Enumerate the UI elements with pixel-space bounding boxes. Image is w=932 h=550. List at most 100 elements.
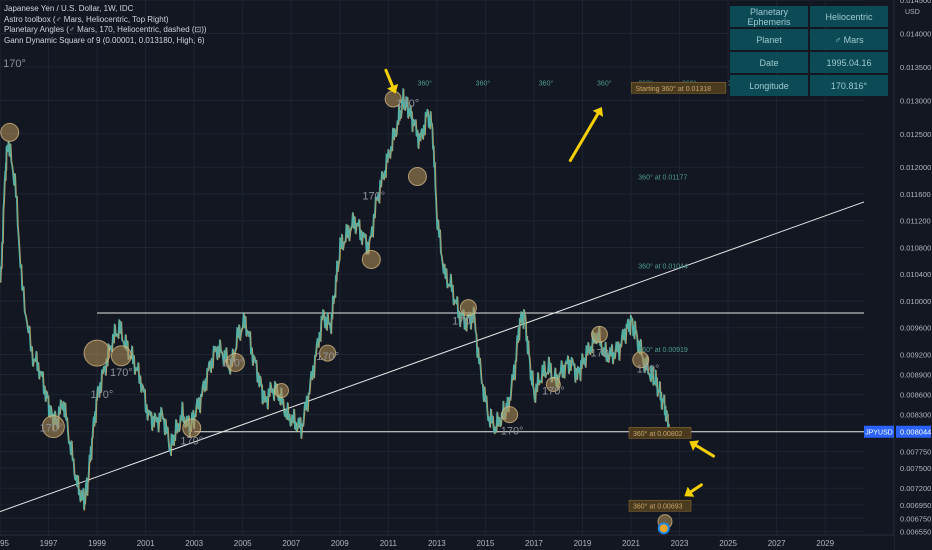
gann-level-label: 360° bbox=[539, 79, 554, 87]
table-row: Planetary Ephemeris Heliocentric bbox=[730, 6, 888, 27]
angle-labels: 170° 170° 170° 170° 170° 170° 170° 170° 170° 170°… bbox=[3, 58, 743, 512]
level-box bbox=[631, 81, 727, 94]
planet-marker bbox=[182, 418, 202, 438]
y-tick-label: 0.007500 bbox=[900, 464, 931, 473]
y-tick-label: 0.014000 bbox=[900, 29, 931, 38]
arrow-head bbox=[689, 440, 700, 451]
planet-marker bbox=[0, 122, 20, 142]
planet-marker bbox=[225, 352, 245, 372]
y-tick-label: 0.010400 bbox=[900, 270, 931, 279]
horizontal-lines bbox=[0, 201, 865, 513]
y-tick-label: 0.011600 bbox=[900, 190, 931, 199]
planet-marker bbox=[361, 249, 381, 269]
y-tick-label: 0.008300 bbox=[900, 411, 931, 420]
planet-marker bbox=[319, 344, 337, 362]
angle-label: 170° bbox=[3, 58, 26, 70]
level-box-label: 360° at 0.00802 bbox=[633, 430, 683, 438]
x-tick-label: 2015 bbox=[476, 539, 494, 548]
last-price-label: 0.008044 bbox=[900, 428, 931, 437]
symbol-label: JPYUSD bbox=[865, 430, 893, 437]
level-box-label: 360° at 0.00693 bbox=[633, 503, 683, 511]
y-tick-label: 0.010800 bbox=[900, 243, 931, 252]
table-row: Planet ♂ Mars bbox=[730, 29, 888, 50]
x-tick-label: 2011 bbox=[380, 539, 398, 548]
arrow-shaft bbox=[568, 112, 600, 162]
y-tick-label: 0.006550 bbox=[900, 528, 931, 537]
x-tick-label: 2001 bbox=[137, 539, 155, 548]
table-cell: ♂ Mars bbox=[810, 29, 888, 50]
price-line-shadow bbox=[0, 88, 670, 511]
legend-astro-toolbox: Astro toolbox (♂ Mars, Heliocentric, Top… bbox=[4, 14, 169, 24]
price-series bbox=[0, 88, 670, 511]
last-price-tag bbox=[896, 425, 931, 438]
x-tick-label: 2029 bbox=[816, 539, 834, 548]
arrow-head bbox=[592, 107, 603, 117]
x-tick-label: 2021 bbox=[622, 539, 640, 548]
y-tick-label: 0.006750 bbox=[900, 514, 931, 523]
ephemeris-table: Planetary Ephemeris Heliocentric Planet … bbox=[728, 4, 890, 98]
legend-planetary-angles: Planetary Angles (♂ Mars, 170, Heliocent… bbox=[4, 25, 207, 34]
chart-legend: Japanese Yen / U.S. Dollar, 1W, IDC Astr… bbox=[4, 4, 207, 46]
table-cell: Planetary Ephemeris bbox=[730, 6, 808, 27]
angle-label: 170° bbox=[396, 98, 419, 110]
y-tick-label: 0.013000 bbox=[900, 96, 931, 105]
level-box bbox=[628, 499, 692, 512]
planet-icon bbox=[657, 522, 670, 535]
gann-level-label: 360° at 0.00919 bbox=[638, 346, 688, 354]
table-cell: Longitude bbox=[730, 75, 808, 96]
gann-level-label: 360° bbox=[417, 79, 432, 87]
planet-marker bbox=[407, 167, 427, 187]
planet-marker bbox=[83, 339, 111, 367]
angle-label: 170° bbox=[91, 389, 114, 401]
x-tick-label: 2005 bbox=[234, 539, 252, 548]
angle-label: 170° bbox=[591, 347, 614, 359]
x-tick-label: 2025 bbox=[719, 539, 737, 548]
x-axis: 1995 1997 1999 2001 2003 2005 2007 2009 2011 2013… bbox=[0, 534, 894, 550]
x-tick-label: 2027 bbox=[768, 539, 786, 548]
gann-level-label: 360° at 0.01177 bbox=[638, 174, 687, 182]
y-tick-label: 0.009600 bbox=[900, 324, 931, 333]
symbol-tag bbox=[864, 425, 894, 438]
x-tick-label: 2019 bbox=[574, 539, 592, 548]
planet-marker bbox=[110, 345, 132, 367]
angle-label: 170° bbox=[180, 436, 203, 448]
x-tick-label: 1997 bbox=[40, 539, 58, 548]
planet-marker bbox=[632, 351, 650, 369]
planet-marker bbox=[459, 299, 477, 317]
planet-marker bbox=[590, 325, 608, 343]
arrow-head bbox=[684, 486, 695, 497]
angle-label: 170° bbox=[40, 422, 63, 434]
y-tick-label: 0.007750 bbox=[900, 447, 931, 456]
y-tick-label: 0.006950 bbox=[900, 501, 931, 510]
angle-label: 170° bbox=[637, 363, 660, 375]
table-row: Longitude 170.816° bbox=[730, 75, 888, 96]
legend-title: Japanese Yen / U.S. Dollar, 1W, IDC bbox=[4, 4, 134, 13]
planet-markers bbox=[0, 90, 673, 535]
x-axis-background bbox=[0, 535, 894, 550]
table-cell: Heliocentric bbox=[810, 6, 888, 27]
gann-level-label: 360° bbox=[597, 79, 612, 87]
gann-level-label: 360° bbox=[476, 79, 491, 87]
table-cell: Planet bbox=[730, 29, 808, 50]
planet-marker bbox=[545, 377, 561, 393]
arrow-shaft bbox=[689, 483, 703, 494]
angle-label: 170° bbox=[452, 315, 475, 327]
table-row: Date 1995.04.16 bbox=[730, 52, 888, 73]
table-cell: 1995.04.16 bbox=[810, 52, 888, 73]
angle-label: 170° bbox=[501, 426, 524, 438]
y-tick-label: 0.008900 bbox=[900, 371, 931, 380]
planet-marker bbox=[41, 415, 65, 439]
legend-gann-square: Gann Dynamic Square of 9 (0.00001, 0.013… bbox=[4, 35, 205, 45]
x-tick-label: 2003 bbox=[185, 539, 203, 548]
planet-marker bbox=[274, 383, 290, 399]
currency-label: USD bbox=[905, 9, 920, 16]
x-tick-label: 2007 bbox=[282, 539, 300, 548]
planet-marker bbox=[501, 406, 519, 424]
y-tick-label: 0.014500 bbox=[900, 0, 931, 5]
x-tick-label: 1995 bbox=[0, 539, 9, 548]
y-tick-label: 0.013500 bbox=[900, 63, 931, 72]
x-tick-label: 1999 bbox=[88, 539, 106, 548]
y-tick-label: 0.008600 bbox=[900, 391, 931, 400]
level-box bbox=[628, 427, 692, 439]
y-tick-label: 0.009200 bbox=[900, 350, 931, 359]
